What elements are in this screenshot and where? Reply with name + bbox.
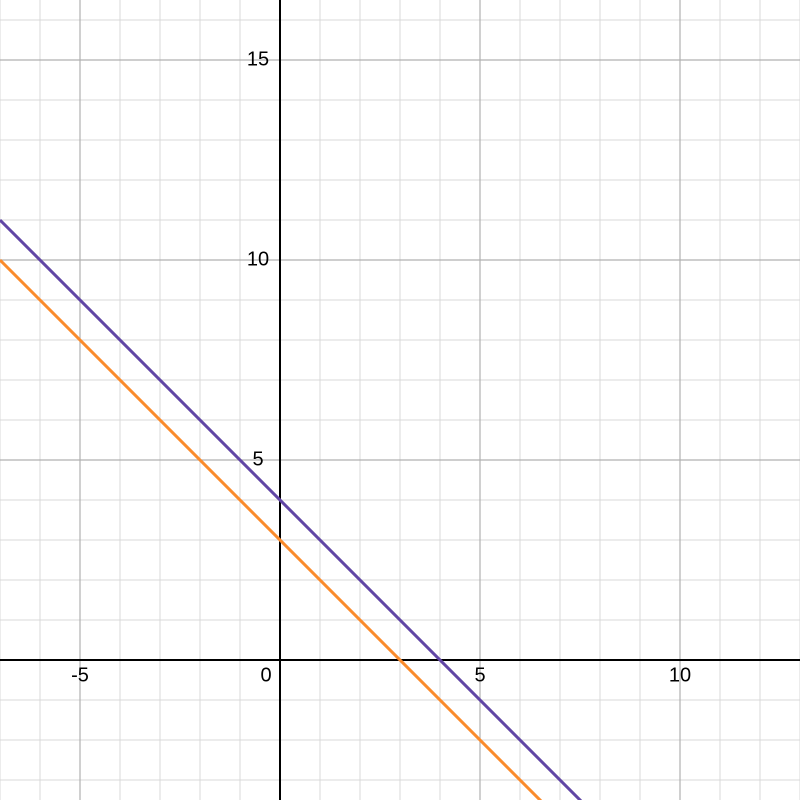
- x-tick-label: 5: [474, 665, 485, 688]
- line-chart: -5 0 5 10 5 10 15: [0, 0, 800, 800]
- y-tick-label: 15: [247, 49, 269, 72]
- y-tick-label: 5: [252, 449, 263, 472]
- x-tick-label: 10: [669, 665, 691, 688]
- y-tick-label: 10: [247, 249, 269, 272]
- x-tick-label: -5: [71, 665, 89, 688]
- x-tick-label: 0: [260, 665, 271, 688]
